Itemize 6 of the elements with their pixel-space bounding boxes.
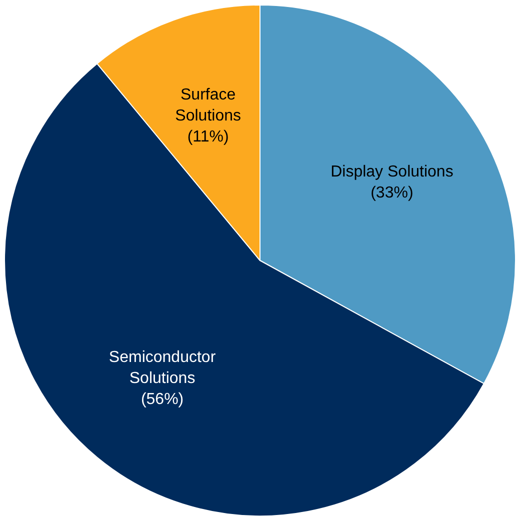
data-label: (11%) bbox=[187, 128, 229, 146]
data-label: (56%) bbox=[140, 391, 184, 408]
slice-label: Display Solutions bbox=[330, 163, 454, 180]
data-label: (33%) bbox=[370, 184, 414, 202]
slice-label: Semiconductor Solutions bbox=[108, 349, 216, 388]
slice-label: Surface Solutions bbox=[175, 86, 241, 125]
